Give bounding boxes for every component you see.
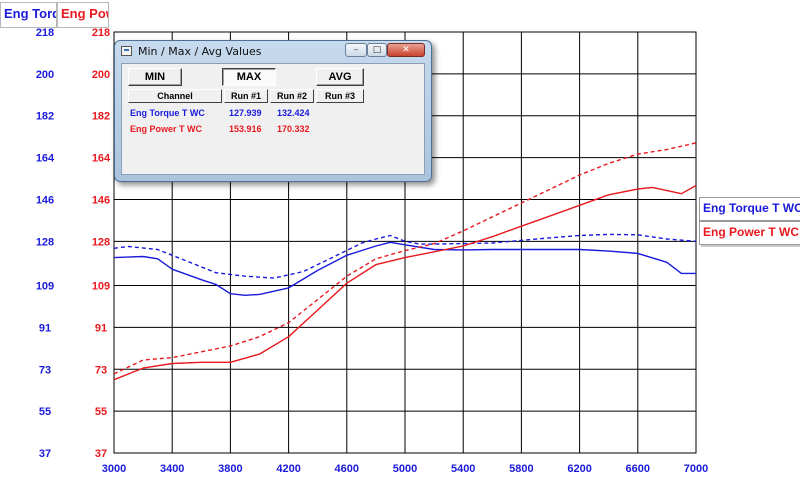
max-button[interactable]: MAX <box>222 68 276 86</box>
series-line-1-dashed <box>113 233 697 279</box>
power-y-tick-7: 164 <box>92 153 111 165</box>
torque-y-tick-2: 73 <box>39 364 51 376</box>
row-power-run1: 153.916 <box>229 124 262 134</box>
power-y-tick-2: 73 <box>95 364 107 376</box>
torque-y-tick-5: 128 <box>36 236 54 248</box>
torque-y-tick-8: 182 <box>36 111 54 123</box>
torque-y-tick-4: 109 <box>36 281 54 293</box>
column-header-channel[interactable]: Channel <box>128 89 222 103</box>
x-tick-label-5: 5000 <box>393 463 417 475</box>
x-tick-label-9: 6600 <box>626 463 650 475</box>
series-lines <box>113 142 697 381</box>
legend-power[interactable]: Eng Power T WC <box>699 221 800 245</box>
power-y-tick-9: 200 <box>92 69 110 81</box>
torque-axis-header: Eng Torq <box>0 2 57 28</box>
minimize-icon[interactable]: – <box>345 43 367 57</box>
column-header-run1[interactable]: Run #1 <box>224 89 268 103</box>
power-y-tick-4: 109 <box>92 281 110 293</box>
legend-torque[interactable]: Eng Torque T WC <box>699 197 800 221</box>
torque-y-tick-3: 91 <box>39 322 51 334</box>
column-header-run2[interactable]: Run #2 <box>270 89 314 103</box>
column-header-run3[interactable]: Run #3 <box>316 89 364 103</box>
window-titlebar[interactable]: Min / Max / Avg Values – □ ✕ <box>115 41 431 63</box>
window-client-area: MIN MAX AVG Channel Run #1 Run #2 Run #3… <box>121 63 425 175</box>
min-button[interactable]: MIN <box>128 68 182 86</box>
x-tick-label-0: 3000 <box>102 463 126 475</box>
torque-y-tick-0: 37 <box>39 448 51 460</box>
power-y-tick-0: 37 <box>95 448 107 460</box>
maximize-icon[interactable]: □ <box>367 43 387 57</box>
power-axis-header: Eng Powe <box>57 2 109 28</box>
torque-y-tick-10: 218 <box>36 27 54 39</box>
x-tick-labels: 3000 3400 3800 4200 4600 5000 5400 5800 6200 6600… <box>102 463 708 475</box>
row-torque-channel: Eng Torque T WC <box>130 108 205 118</box>
series-line-0-solid <box>113 241 696 296</box>
row-torque-run1: 127.939 <box>229 108 262 118</box>
x-tick-label-3: 4200 <box>276 463 300 475</box>
torque-y-tick-6: 146 <box>36 194 54 206</box>
torque-y-tick-1: 55 <box>39 406 51 418</box>
torque-y-tick-7: 164 <box>36 153 55 165</box>
power-y-tick-5: 128 <box>92 236 110 248</box>
power-y-tick-1: 55 <box>95 406 107 418</box>
x-tick-label-2: 3800 <box>218 463 242 475</box>
series-line-2-solid <box>113 184 697 381</box>
power-y-tick-3: 91 <box>95 322 107 334</box>
series-line-3-dashed <box>113 142 697 375</box>
torque-y-tick-9: 200 <box>36 69 54 81</box>
close-icon[interactable]: ✕ <box>387 43 425 57</box>
plot-border <box>113 31 697 454</box>
x-tick-label-1: 3400 <box>160 463 184 475</box>
x-tick-label-4: 4600 <box>335 463 359 475</box>
x-tick-label-8: 6200 <box>567 463 591 475</box>
min-max-avg-window[interactable]: Min / Max / Avg Values – □ ✕ MIN MAX AVG… <box>114 40 432 182</box>
x-tick-label-10: 7000 <box>684 463 708 475</box>
x-tick-label-6: 5400 <box>451 463 475 475</box>
row-torque-run2: 132.424 <box>277 108 310 118</box>
x-tick-label-7: 5800 <box>509 463 533 475</box>
y-tick-labels: 37 37 55 55 73 73 91 91 109 109 128 128 146 146 164 164… <box>36 27 111 460</box>
row-power-channel: Eng Power T WC <box>130 124 202 134</box>
power-y-tick-10: 218 <box>92 27 110 39</box>
window-title: Min / Max / Avg Values <box>138 45 262 58</box>
power-y-tick-6: 146 <box>92 194 110 206</box>
window-app-icon <box>121 46 132 56</box>
row-power-run2: 170.332 <box>277 124 310 134</box>
power-y-tick-8: 182 <box>92 111 110 123</box>
avg-button[interactable]: AVG <box>316 68 364 86</box>
